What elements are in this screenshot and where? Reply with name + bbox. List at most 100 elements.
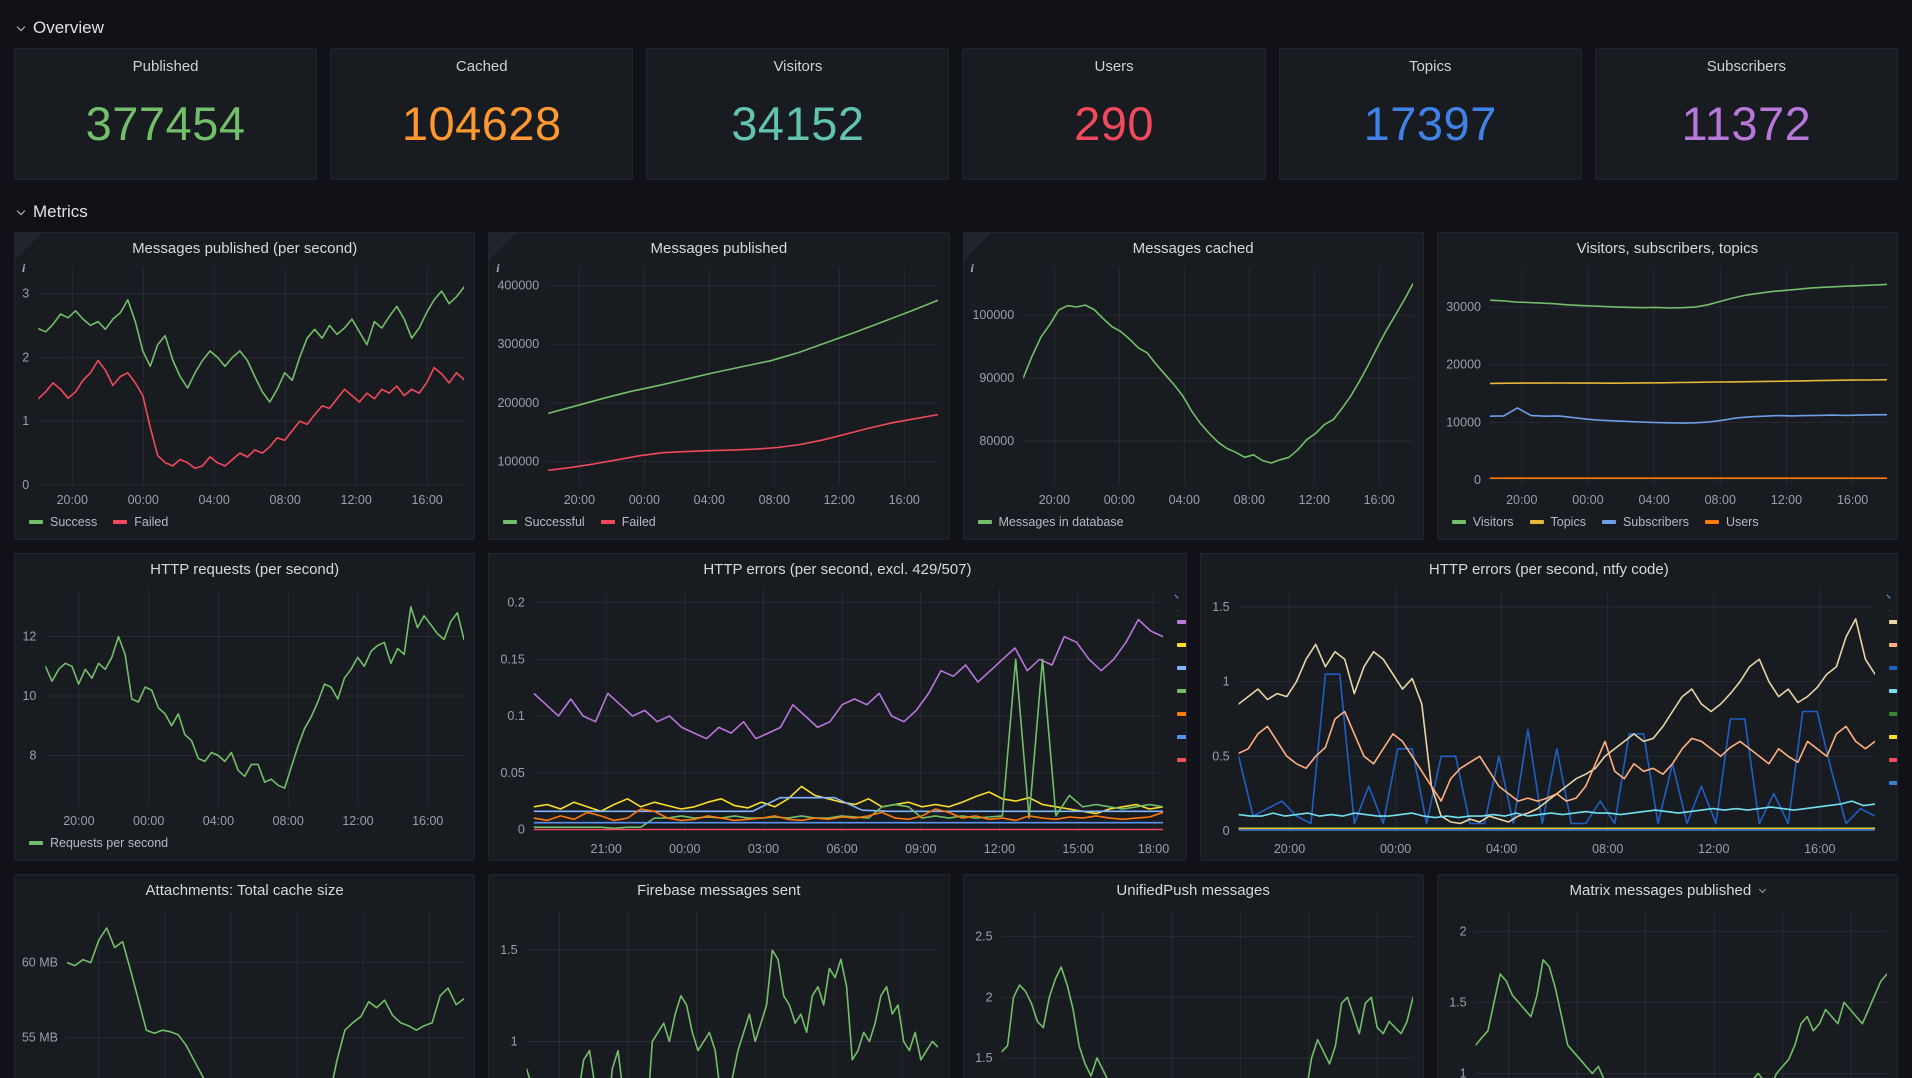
svg-text:0: 0 [1222,824,1229,838]
info-icon[interactable]: i [489,233,517,275]
svg-text:300000: 300000 [498,337,540,351]
panel-title[interactable]: Messages published [650,240,788,257]
stat-value: 11372 [1681,96,1812,150]
time-series-chart: 8 10 12 20:00 00:00 04:00 08:00 12:00 16:00 [15,583,474,832]
svg-text:0: 0 [1474,473,1481,487]
time-series-chart: 0 10000 20000 30000 20:00 00:00 04:00 08:00 12:0… [1438,262,1897,511]
legend-item-failed[interactable]: Failed [113,515,168,529]
panel-title[interactable]: Messages cached [1132,240,1254,257]
time-series-chart: 100000 200000 300000 400000 20:00 00:00 04:00 0… [489,262,948,511]
legend-row-50701[interactable]: 507010.443 [1886,634,1897,657]
chevron-down-icon [16,206,26,215]
legend-row-40009[interactable]: 400090.0106 [1886,749,1897,772]
svg-text:400000: 400000 [498,279,540,293]
svg-text:00:00: 00:00 [669,842,700,856]
legend-row-40401[interactable]: 404010.00888 [1886,772,1897,795]
stat-panel-subscribers: Subscribers 11372 [1594,48,1898,180]
svg-text:15:00: 15:00 [1063,842,1094,856]
legend-swatch [1888,712,1897,716]
panel-title[interactable]: HTTP requests (per second) [150,561,340,578]
panel-title[interactable]: Matrix messages published [1438,875,1897,904]
svg-text:1: 1 [511,1035,518,1049]
legend-row-401[interactable]: 4010.0209 [1175,634,1186,657]
svg-text:60 MB: 60 MB [22,956,58,970]
legend-swatch [1704,520,1719,524]
svg-text:80000: 80000 [979,434,1014,448]
stat-value: 34152 [731,96,865,150]
info-icon[interactable]: i [15,233,42,275]
svg-text:08:00: 08:00 [759,493,790,507]
legend-item-messages-in-database[interactable]: Messages in database [977,515,1124,529]
panel-title[interactable]: UnifiedPush messages [1116,882,1270,899]
panel-title[interactable]: Visitors, subscribers, topics [1576,240,1759,257]
svg-text:21:00: 21:00 [591,842,622,856]
legend-item-subscribers[interactable]: Subscribers [1601,515,1689,529]
stat-panel-users: Users 290 [962,48,1266,180]
legend-item-failed[interactable]: Failed [600,515,656,529]
stat-panel-visitors: Visitors 34152 [646,48,950,180]
legend-row-500[interactable]: 5000.115 [1175,611,1186,634]
panel-title[interactable]: Firebase messages sent [637,882,801,899]
legend-item-visitors[interactable]: Visitors [1451,515,1514,529]
svg-text:16:00: 16:00 [1837,493,1868,507]
svg-text:0.05: 0.05 [501,766,525,780]
legend-row-50001[interactable]: 500010.115 [1886,680,1897,703]
stat-value: 104628 [401,96,562,150]
legend-item-successful[interactable]: Successful [503,515,585,529]
legend-row-42901[interactable]: 429010.237 [1886,657,1897,680]
svg-text:100000: 100000 [972,308,1014,322]
svg-text:2: 2 [22,350,29,364]
svg-text:12:00: 12:00 [341,493,372,507]
svg-text:30000: 30000 [1446,300,1481,314]
svg-text:0: 0 [518,822,525,836]
time-series-chart: 0.511.52 [1438,904,1897,1078]
stat-value: 17397 [1363,96,1497,150]
svg-text:10000: 10000 [1446,415,1481,429]
info-icon[interactable]: i [963,233,991,275]
section-title: Metrics [33,202,88,221]
svg-text:12:00: 12:00 [984,842,1015,856]
legend-row-403[interactable]: 4030.0164 [1175,657,1186,680]
legend-item-requests-per-second[interactable]: Requests per second [29,836,168,850]
stat-panel-published: Published 377454 [14,48,318,180]
svg-text:16:00: 16:00 [1804,842,1835,856]
legend-row-413[interactable]: 4130.00674 [1175,726,1186,749]
panel-title[interactable]: Attachments: Total cache size [145,882,344,899]
legend-row-42908[interactable]: 429080.657 [1886,611,1897,634]
section-row-metrics[interactable]: Metrics [14,196,1898,232]
legend-table: Mean5000.1154010.02094030.01644000.01344… [1173,583,1186,860]
legend-swatch [1601,520,1616,524]
legend-mean-header[interactable]: Mean [1886,587,1891,611]
svg-text:55 MB: 55 MB [22,1031,58,1045]
svg-text:00:00: 00:00 [133,814,164,828]
svg-text:90000: 90000 [979,371,1014,385]
svg-text:10: 10 [22,689,36,703]
svg-text:200000: 200000 [498,396,540,410]
panel-title[interactable]: Messages published (per second) [132,240,358,257]
svg-text:04:00: 04:00 [203,814,234,828]
legend-swatch [1888,758,1897,762]
stat-panel-topics: Topics 17397 [1278,48,1582,180]
legend-row-40301[interactable]: 403010.0164 [1886,726,1897,749]
legend-row-409[interactable]: 4090 [1175,749,1186,772]
legend-swatch [1888,781,1897,785]
legend-item-users[interactable]: Users [1704,515,1759,529]
legend-swatch [1177,758,1186,762]
panel-title[interactable]: HTTP errors (per second, excl. 429/507) [703,561,972,578]
legend-row-404[interactable]: 4040.00888 [1175,703,1186,726]
legend-item-success[interactable]: Success [29,515,97,529]
section-row-overview[interactable]: Overview [14,12,1898,48]
panel-title[interactable]: HTTP errors (per second, ntfy code) [1428,561,1669,578]
legend-mean-header[interactable]: Mean [1174,587,1180,611]
svg-text:08:00: 08:00 [270,493,301,507]
svg-text:1.5: 1.5 [1212,600,1229,614]
legend-row-40101[interactable]: 401010.0209 [1886,703,1897,726]
stat-title: Users [1094,58,1134,75]
legend-row-400[interactable]: 4000.0134 [1175,680,1186,703]
svg-text:00:00: 00:00 [1572,493,1603,507]
legend-item-topics[interactable]: Topics [1529,515,1586,529]
svg-text:1.5: 1.5 [1449,995,1466,1009]
svg-text:20:00: 20:00 [1506,493,1537,507]
svg-text:0.5: 0.5 [1212,749,1229,763]
